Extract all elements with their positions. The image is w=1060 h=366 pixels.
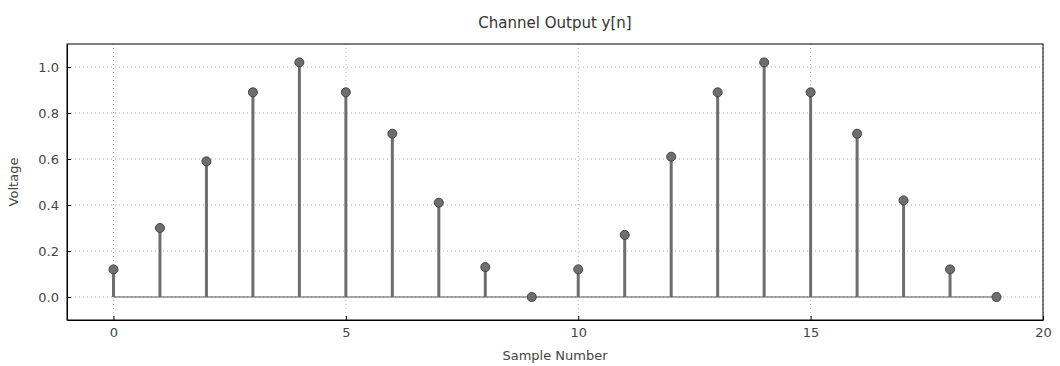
stem-marker	[946, 265, 955, 274]
stem	[902, 200, 905, 297]
y-axis: 0.0 0.2 0.4 0.6 0.8 1.0	[38, 45, 71, 321]
marks	[109, 58, 1001, 302]
stem	[809, 92, 812, 297]
y-tick-mark	[67, 205, 71, 206]
stem	[623, 235, 626, 297]
stem	[344, 92, 347, 297]
grid-line	[113, 44, 114, 320]
x-tick-label: 10	[570, 325, 587, 340]
grid-line	[67, 297, 1043, 298]
stem	[251, 92, 254, 297]
stem	[437, 203, 440, 297]
x-tick: 20	[1035, 316, 1052, 340]
y-tick: 0.8	[38, 106, 71, 121]
stem-marker	[667, 152, 676, 161]
y-tick-label: 0.2	[38, 244, 59, 259]
grid-line	[67, 205, 1043, 206]
stem	[205, 161, 208, 297]
x-tick-label: 20	[1035, 325, 1052, 340]
grid-line	[578, 44, 579, 320]
stem-marker	[388, 129, 397, 138]
x-tick: 0	[110, 316, 118, 340]
x-tick: 15	[803, 316, 820, 340]
y-tick-label: 1.0	[38, 60, 59, 75]
stem-marker	[248, 88, 257, 97]
y-tick-mark	[67, 67, 71, 68]
x-tick-mark	[346, 316, 347, 320]
stem-marker	[202, 157, 211, 166]
stem	[391, 134, 394, 297]
y-tick: 0.6	[38, 152, 71, 167]
stem-marker	[295, 58, 304, 67]
stem-marker	[155, 224, 164, 233]
x-tick-mark	[1043, 316, 1044, 320]
stem-marker	[481, 263, 490, 272]
grid	[67, 44, 1043, 320]
x-axis: 0 5 10 15 20	[68, 316, 1052, 340]
y-tick-mark	[67, 159, 71, 160]
stem-marker	[109, 265, 118, 274]
x-tick-mark	[811, 316, 812, 320]
x-tick-label: 0	[110, 325, 118, 340]
x-axis-line	[68, 320, 1044, 321]
y-axis-line	[67, 45, 68, 321]
stem-marker	[527, 293, 536, 302]
plot: 0 5 10 15 20 0.0 0.2 0.4 0.6 0.8 1.0	[38, 44, 1051, 340]
stem-marker	[574, 265, 583, 274]
stem-marker	[992, 293, 1001, 302]
y-tick-mark	[67, 113, 71, 114]
grid-line	[67, 67, 1043, 68]
x-tick-mark	[578, 316, 579, 320]
grid-line	[67, 159, 1043, 160]
stem-marker	[760, 58, 769, 67]
y-tick-label: 0.8	[38, 106, 59, 121]
stem-marker	[341, 88, 350, 97]
grid-line	[345, 44, 346, 320]
y-tick-mark	[67, 251, 71, 252]
chart: 0 5 10 15 20 0.0 0.2 0.4 0.6 0.8 1.0 Channel Output…	[0, 0, 1060, 366]
x-tick: 10	[570, 316, 587, 340]
x-tick-mark	[113, 316, 114, 320]
stem	[670, 157, 673, 297]
grid-line	[67, 113, 1043, 114]
y-tick: 0.4	[38, 198, 71, 213]
y-axis-title: Voltage	[6, 158, 21, 207]
y-tick-label: 0.4	[38, 198, 59, 213]
stem	[716, 92, 719, 297]
stem-marker	[620, 230, 629, 239]
stem	[298, 62, 301, 297]
title: Channel Output y[n]	[478, 14, 631, 32]
y-tick: 0.2	[38, 244, 71, 259]
y-tick: 0.0	[38, 290, 71, 305]
y-tick-mark	[67, 297, 71, 298]
x-tick-label: 5	[342, 325, 350, 340]
x-axis-title: Sample Number	[502, 348, 608, 363]
grid-line	[67, 251, 1043, 252]
stem	[856, 134, 859, 297]
stem	[763, 62, 766, 297]
grid-line	[810, 44, 811, 320]
stem-marker	[434, 198, 443, 207]
stem-marker	[806, 88, 815, 97]
stem-marker	[853, 129, 862, 138]
stem-marker	[899, 196, 908, 205]
baseline	[113, 296, 996, 297]
x-tick-label: 15	[803, 325, 820, 340]
y-tick: 1.0	[38, 60, 71, 75]
y-tick-label: 0.6	[38, 152, 59, 167]
y-tick-label: 0.0	[38, 290, 59, 305]
x-tick: 5	[342, 316, 350, 340]
stem-marker	[713, 88, 722, 97]
frame	[67, 44, 1043, 320]
stem	[158, 228, 161, 297]
